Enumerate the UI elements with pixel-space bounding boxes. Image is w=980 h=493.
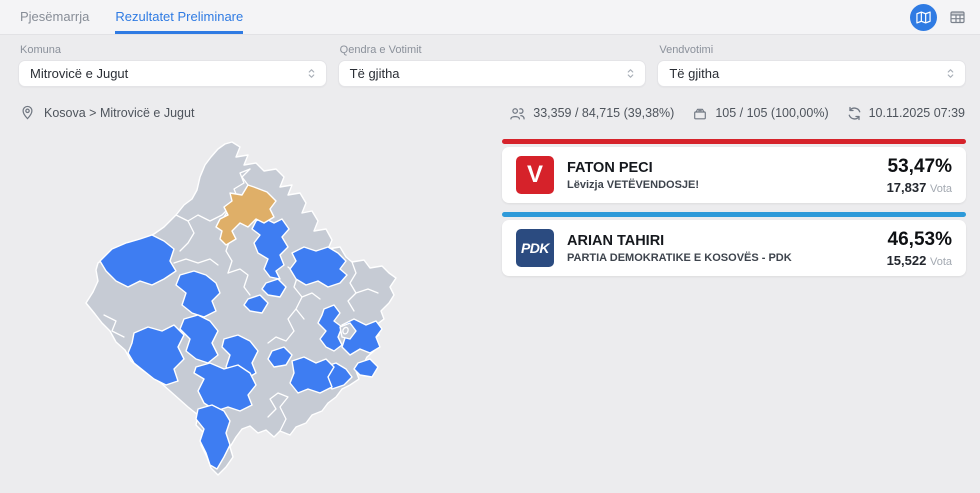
ballot-box-icon (694, 108, 707, 119)
candidate-1-votes: 17,837 Vota (887, 180, 952, 195)
location-pin-icon (22, 105, 33, 120)
result-card-1: V FATON PECI Lëvizja VETËVENDOSJE! 53,47… (502, 139, 966, 203)
candidate-1-votes-unit: Vota (929, 182, 952, 195)
vendvotimi-select[interactable]: Të gjitha (657, 60, 967, 87)
municipality-kllokot-area[interactable] (353, 358, 379, 378)
vendvotimi-select-value: Të gjitha (669, 66, 720, 81)
municipality-podujeve[interactable] (289, 246, 348, 288)
stat-updated: 10.11.2025 07:39 (847, 106, 965, 121)
chevron-up-down-icon (947, 69, 954, 78)
results-panel: V FATON PECI Lëvizja VETËVENDOSJE! 53,47… (502, 139, 966, 276)
result-card-2: PDK ARIAN TAHIRI PARTIA DEMOKRATIKE E KO… (502, 212, 966, 276)
map-border-line (355, 288, 379, 294)
candidate-2-votes-unit: Vota (929, 255, 952, 268)
candidate-1-name: FATON PECI (567, 159, 653, 176)
candidate-2-name: ARIAN TAHIRI (567, 232, 665, 249)
refresh-icon (848, 106, 861, 120)
municipality-gjakove[interactable] (127, 324, 185, 386)
stat-turnout-text: 33,359 / 84,715 (39,38%) (533, 106, 675, 120)
filter-qendra-label: Qendra e Votimit (339, 44, 422, 56)
municipality-shtime[interactable] (267, 346, 293, 368)
candidate-2-score: 46,53% 15,522 Vota (887, 229, 952, 268)
stat-updated-text: 10.11.2025 07:39 (868, 106, 965, 120)
map-border-line (267, 392, 289, 432)
filter-vendvotimi: Vendvotimi Të gjitha (657, 44, 967, 87)
filter-komuna-label: Komuna (20, 44, 61, 56)
map-border-line (173, 258, 219, 266)
municipality-prizren[interactable] (193, 362, 257, 412)
result-1-card[interactable]: V FATON PECI Lëvizja VETËVENDOSJE! 53,47… (502, 147, 966, 203)
map-border-line (241, 168, 251, 186)
stat-stations: 105 / 105 (100,00%) (692, 106, 829, 121)
map-icon (916, 10, 931, 24)
tab-rezultatet-preliminare[interactable]: Rezultatet Preliminare (115, 0, 244, 34)
municipality-fushe-kosove[interactable] (243, 294, 269, 314)
stat-turnout: 33,359 / 84,715 (39,38%) (509, 106, 674, 121)
chevron-up-down-icon (627, 69, 634, 78)
voters-icon (510, 107, 525, 119)
result-2-card[interactable]: PDK ARIAN TAHIRI PARTIA DEMOKRATIKE E KO… (502, 220, 966, 276)
top-bar: Pjesëmarrja Rezultatet Preliminare (0, 0, 980, 35)
view-toggle (910, 0, 966, 34)
municipality-ferizaj[interactable] (289, 356, 335, 394)
municipality-rahovec[interactable] (179, 314, 219, 364)
chevron-up-down-icon (308, 69, 315, 78)
filter-komuna: Komuna Mitrovicë e Jugut (18, 44, 327, 87)
candidate-1-votes-value: 17,837 (886, 179, 927, 195)
candidate-2-votes: 15,522 Vota (887, 253, 952, 268)
breadcrumb: Kosova > Mitrovicë e Jugut (20, 105, 194, 121)
candidate-2-info: ARIAN TAHIRI PARTIA DEMOKRATIKE E KOSOVË… (567, 233, 874, 264)
candidate-2-votes-value: 15,522 (886, 252, 927, 268)
map-view-button[interactable] (910, 3, 937, 31)
result-2-accent-bar (502, 212, 966, 217)
map-region-other[interactable] (85, 141, 397, 476)
tab-bar: Pjesëmarrja Rezultatet Preliminare (20, 0, 244, 34)
map-border-line (347, 261, 357, 312)
filter-qendra: Qendra e Votimit Të gjitha (337, 44, 647, 87)
candidate-1-info: FATON PECI Lëvizja VETËVENDOSJE! (567, 160, 874, 191)
municipality-kline[interactable] (175, 270, 221, 318)
municipality-vushtrri[interactable] (251, 216, 290, 280)
filter-vendvotimi-label: Vendvotimi (659, 44, 714, 56)
candidate-1-party: Lëvizja VETËVENDOSJE! (567, 178, 700, 191)
filter-row: Komuna Mitrovicë e Jugut Qendra e Votimi… (18, 44, 967, 87)
map-border-line (301, 292, 321, 300)
candidate-2-percent: 46,53% (887, 228, 952, 250)
municipality-istog[interactable] (99, 234, 177, 288)
kosovo-map (84, 135, 398, 481)
map-border-line (342, 326, 349, 335)
municipality-obiliq[interactable] (261, 278, 287, 298)
map-border-line (267, 308, 297, 344)
municipality-mitrovice-e-jugut-selected[interactable] (215, 184, 277, 246)
tab-pjesemarrja[interactable]: Pjesëmarrja (20, 9, 90, 24)
map-border-line (179, 220, 195, 252)
party-logo-pdk: PDK (516, 229, 554, 267)
result-1-accent-bar (502, 139, 966, 144)
candidate-1-percent: 53,47% (887, 155, 952, 177)
status-bar: Kosova > Mitrovicë e Jugut 33,359 / 84,7… (20, 103, 965, 123)
komuna-select-value: Mitrovicë e Jugut (30, 66, 129, 81)
qendra-select[interactable]: Të gjitha (337, 60, 647, 87)
table-icon (950, 11, 965, 24)
municipality-dragash[interactable] (195, 404, 231, 470)
qendra-select-value: Të gjitha (349, 66, 400, 81)
municipality-novoberde[interactable] (317, 304, 343, 352)
map-border-line (103, 314, 125, 338)
komuna-select[interactable]: Mitrovicë e Jugut (18, 60, 327, 87)
party-logo-vetevendosje: V (516, 156, 554, 194)
map-border-line (227, 268, 251, 296)
stat-stations-text: 105 / 105 (100,00%) (715, 106, 829, 120)
stats-group: 33,359 / 84,715 (39,38%) 105 / 105 (100,… (509, 106, 965, 121)
table-view-button[interactable] (949, 9, 966, 25)
map-border-line (175, 206, 231, 222)
candidate-2-party: PARTIA DEMOKRATIKE E KOSOVËS - PDK (567, 251, 792, 264)
breadcrumb-text: Kosova > Mitrovicë e Jugut (44, 106, 195, 120)
candidate-1-score: 53,47% 17,837 Vota (887, 156, 952, 195)
